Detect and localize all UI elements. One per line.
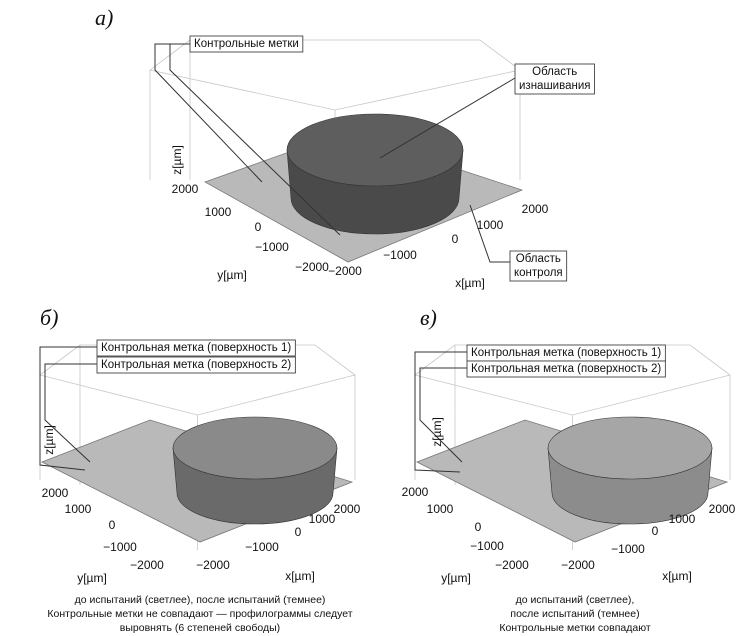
caption: выровнять (6 степеней свободы) — [120, 622, 280, 634]
y-axis-label: y[µm] — [77, 571, 107, 585]
y-tick-label: 0 — [475, 520, 482, 534]
y-tick-label: 1000 — [65, 502, 92, 516]
cylinder-top — [173, 417, 337, 479]
annotation-text: Контрольная метка (поверхность 1) — [471, 347, 661, 359]
annotation-text: Контрольные метки — [194, 38, 299, 50]
x-tick-label: −2000 — [561, 558, 595, 572]
annotation-text: Контрольная метка (поверхность 1) — [101, 342, 291, 354]
x-tick-label: 2000 — [334, 502, 361, 516]
y-tick-label: 2000 — [42, 486, 69, 500]
x-tick-label: 1000 — [669, 512, 696, 526]
panel-label: а) — [95, 5, 113, 30]
y-tick-label: 1000 — [427, 502, 454, 516]
x-tick-label: 2000 — [709, 502, 736, 516]
annotation-text: изнашивания — [519, 80, 590, 92]
figure: а)z[µm]y[µm]x[µm]200010000−1000−2000−200… — [0, 0, 744, 636]
x-tick-label: −2000 — [196, 558, 230, 572]
y-tick-label: −2000 — [295, 260, 329, 274]
caption: Контрольные метки не совпадают — профило… — [47, 608, 352, 620]
annotation-text: Контрольная метка (поверхность 2) — [471, 363, 661, 375]
z-axis-label: z[µm] — [42, 425, 56, 455]
caption: до испытаний (светлее), — [516, 594, 635, 606]
cylinder-top — [548, 417, 712, 479]
y-axis-label: y[µm] — [441, 571, 471, 585]
y-tick-label: −1000 — [255, 240, 289, 254]
annotation-text: контроля — [514, 267, 563, 279]
z-axis-label: z[µm] — [430, 417, 444, 447]
annotation-text: Контрольная метка (поверхность 2) — [101, 359, 291, 371]
y-tick-label: 2000 — [402, 485, 429, 499]
x-tick-label: 0 — [452, 232, 459, 246]
caption: Контрольные метки совпадают — [499, 622, 651, 634]
y-tick-label: 0 — [109, 518, 116, 532]
x-tick-label: 2000 — [522, 202, 549, 216]
z-axis-label: z[µm] — [170, 145, 184, 175]
x-tick-label: 0 — [652, 524, 659, 538]
y-tick-label: −1000 — [103, 540, 137, 554]
panel-label: в) — [420, 305, 437, 330]
annotation-text: Область — [516, 253, 561, 265]
x-tick-label: 1000 — [477, 218, 504, 232]
x-tick-label: 1000 — [309, 512, 336, 526]
y-tick-label: 0 — [255, 220, 262, 234]
x-tick-label: −1000 — [245, 540, 279, 554]
x-axis-label: x[µm] — [662, 569, 692, 583]
x-tick-label: −1000 — [383, 248, 417, 262]
y-tick-label: 2000 — [172, 182, 199, 196]
y-tick-label: −2000 — [130, 558, 164, 572]
x-tick-label: −1000 — [611, 542, 645, 556]
panel: б)z[µm]y[µm]x[µm]200010000−1000−2000−200… — [40, 305, 361, 634]
leader-line — [470, 205, 510, 262]
panel: в) z[µm] y[µm] x[µm] 2000 1000 0 −1000 −2000 −200… — [402, 305, 736, 634]
panel: а) z[µm] y[µm] x[µm] 2000 1000 0 −1000 −2000−200… — [95, 5, 594, 290]
x-tick-label: −2000 — [328, 264, 362, 278]
y-tick-label: −2000 — [495, 558, 529, 572]
x-axis-label: x[µm] — [285, 569, 315, 583]
x-axis-label: x[µm] — [455, 276, 485, 290]
y-tick-label: −1000 — [470, 539, 504, 553]
y-axis-label: y[µm] — [217, 268, 247, 282]
x-tick-label: 0 — [295, 525, 302, 539]
caption: до испытаний (светлее), после испытаний … — [75, 594, 326, 606]
caption: после испытаний (темнее) — [510, 608, 639, 620]
panel-label: б) — [40, 305, 58, 330]
y-tick-label: 1000 — [205, 205, 232, 219]
annotation-text: Область — [532, 66, 577, 78]
